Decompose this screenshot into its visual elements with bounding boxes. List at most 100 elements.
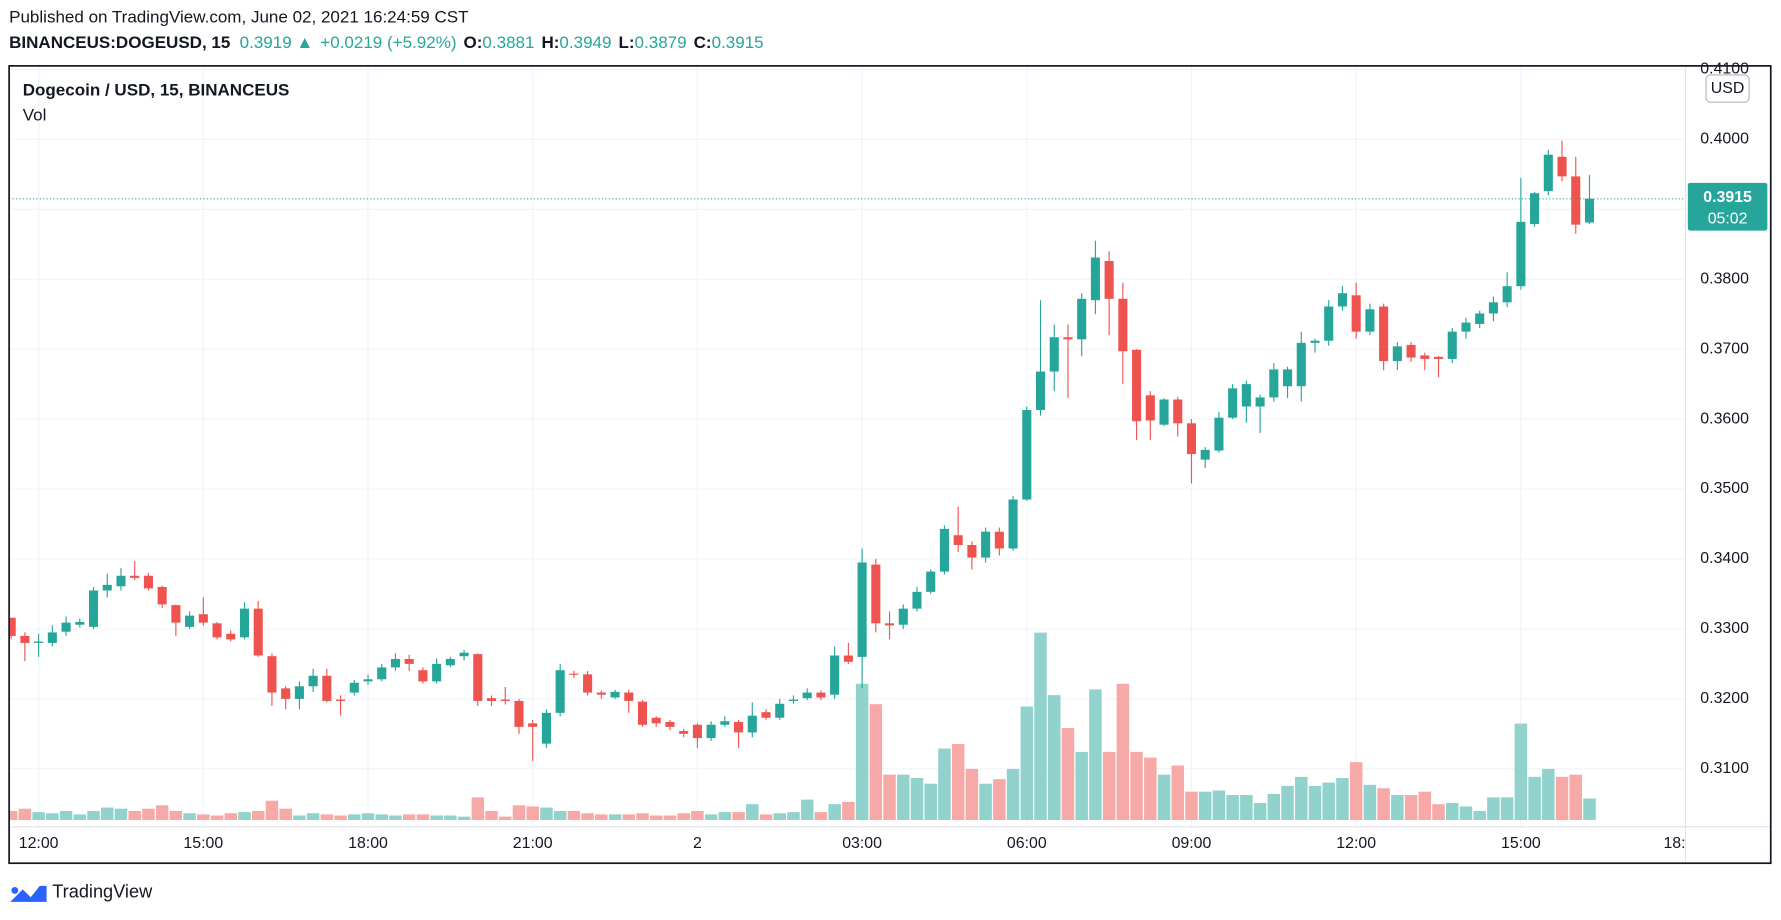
candle-body: [308, 675, 318, 687]
candle-body: [404, 658, 414, 664]
volume-bar: [46, 813, 59, 821]
x-tick-label: 15:00: [183, 835, 223, 852]
currency-badge[interactable]: [1705, 74, 1750, 103]
y-tick-label: 0.3300: [1700, 620, 1749, 637]
volume-bar: [746, 804, 759, 821]
candle-body: [1090, 257, 1100, 301]
close-label: C:: [694, 33, 712, 52]
volume-bar: [361, 813, 375, 821]
candle-body: [349, 682, 359, 693]
volume-bar: [897, 774, 910, 821]
volume-bar: [553, 810, 567, 821]
volume-bar: [1555, 776, 1569, 821]
symbol-line: BINANCEUS:DOGEUSD, 15 0.3919 ▲ +0.0219 (…: [9, 33, 764, 52]
chart-title: Dogecoin / USD, 15, BINANCEUS: [23, 80, 290, 99]
volume-bar: [814, 812, 828, 821]
volume-bar: [1459, 806, 1473, 821]
candle-body: [926, 571, 936, 592]
volume-bar: [540, 807, 553, 821]
volume-bar: [636, 813, 649, 821]
candle-body: [198, 614, 208, 623]
change-arrow: ▲: [296, 33, 313, 52]
volume-bar: [9, 810, 18, 821]
candle-body: [1516, 221, 1526, 287]
volume-bar: [87, 810, 100, 821]
volume-bar: [1144, 757, 1157, 821]
volume-bar: [18, 808, 32, 821]
candle-body: [9, 617, 16, 636]
volume-bar: [142, 808, 155, 821]
y-tick-label: 0.4100: [1700, 61, 1749, 78]
candle-body: [734, 721, 744, 733]
candle-body: [637, 701, 648, 725]
candle-body: [898, 608, 908, 625]
candle-body: [1571, 176, 1581, 225]
volume-bar: [320, 814, 334, 821]
volume-bar: [485, 810, 498, 821]
candle-body: [75, 621, 85, 625]
volume-bar: [1487, 797, 1500, 821]
candle-body: [459, 652, 469, 657]
candle-body: [1104, 261, 1114, 299]
high-label: H:: [541, 33, 559, 52]
volume-bar: [499, 816, 512, 821]
volume-bar: [279, 808, 292, 821]
volume-bar: [512, 805, 526, 821]
candle-body: [1022, 409, 1032, 500]
candle-body: [720, 721, 730, 725]
candle-body: [1118, 298, 1128, 352]
volume-bar: [704, 814, 718, 821]
volume-bar: [1542, 768, 1555, 821]
y-tick-label: 0.3600: [1700, 410, 1749, 427]
candle-body: [500, 699, 510, 701]
volume-bar: [1171, 765, 1185, 821]
candle-body: [1283, 369, 1293, 387]
candle-body: [967, 544, 977, 558]
volume-bar: [375, 814, 388, 821]
volume-bar: [59, 810, 73, 821]
candle-body: [212, 623, 222, 638]
volume-bar: [773, 813, 786, 821]
volume-bar: [169, 810, 183, 821]
last-price-label: 0.3915: [1703, 189, 1752, 206]
candle-body: [1200, 449, 1210, 460]
volume-bar: [1363, 784, 1377, 821]
candle-body: [1063, 337, 1073, 340]
volume-bar: [1473, 810, 1486, 821]
candle-body: [322, 675, 332, 701]
candle-body: [1365, 309, 1375, 332]
volume-bar: [663, 815, 677, 821]
candle-body: [432, 663, 442, 682]
candle-body: [116, 575, 126, 587]
volume-bar: [1349, 762, 1363, 821]
volume-bar: [910, 778, 924, 821]
volume-bar: [1432, 804, 1445, 821]
volume-bar: [718, 812, 732, 821]
candle-body: [363, 679, 373, 682]
volume-bar: [1006, 768, 1020, 821]
volume-bar: [608, 814, 622, 821]
volume-bar: [334, 815, 347, 821]
volume-bar: [1404, 795, 1418, 821]
volume-bar: [581, 813, 594, 821]
candle-body: [1077, 298, 1087, 340]
volume-bar: [1267, 793, 1281, 821]
x-tick-label: 2: [693, 835, 702, 852]
candle-body: [130, 575, 140, 578]
volume-bar: [210, 815, 224, 821]
volume-bar: [1198, 791, 1212, 821]
brand: TradingView: [52, 882, 153, 902]
candle-body: [706, 724, 716, 739]
volume-bar: [1061, 728, 1075, 821]
candle-body: [884, 623, 895, 626]
volume-bar: [759, 814, 773, 821]
candle-body: [665, 721, 675, 727]
volume-bar: [197, 814, 210, 821]
candle-body: [1433, 356, 1444, 359]
candle-body: [157, 586, 167, 605]
open-label: O:: [464, 33, 483, 52]
volume-bar: [128, 810, 141, 821]
candle-body: [1584, 198, 1595, 223]
candle-body: [596, 692, 606, 695]
